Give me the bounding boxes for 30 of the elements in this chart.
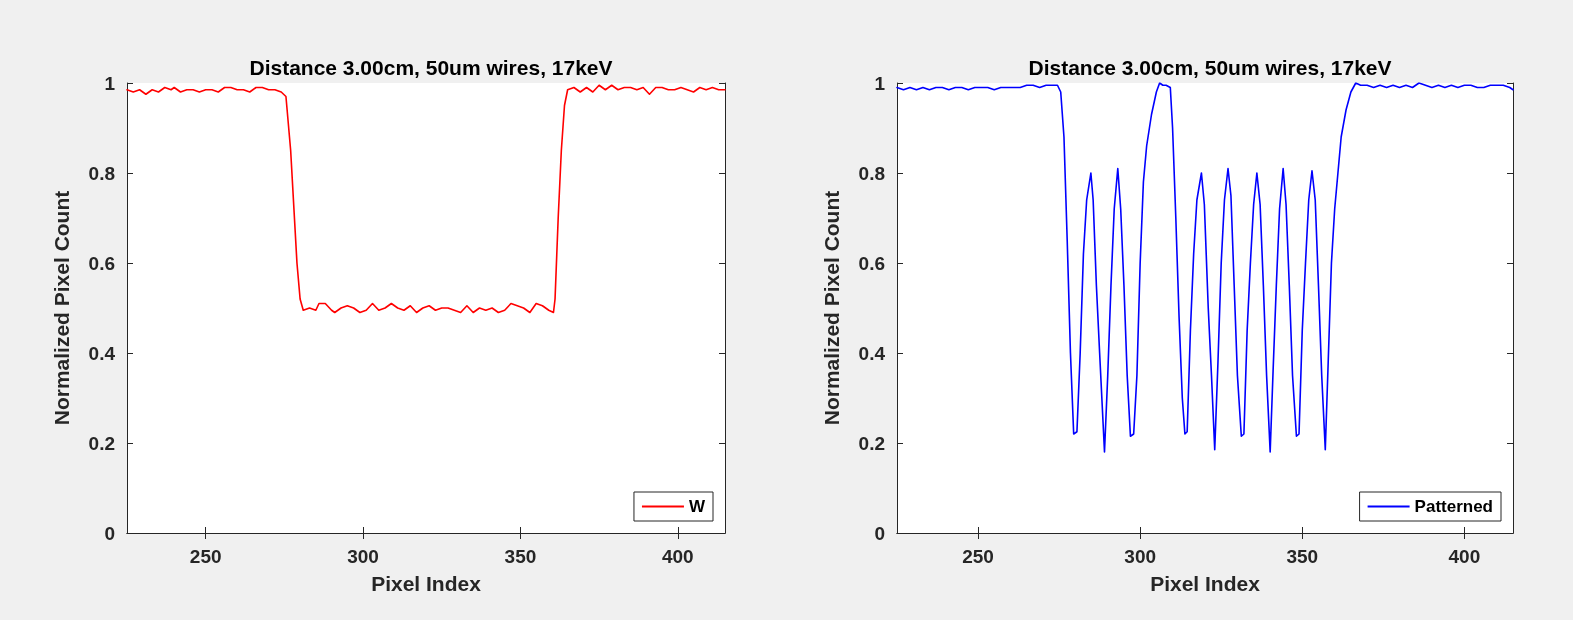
x-tick-label: 300: [347, 546, 379, 567]
y-tick-label: 0: [104, 522, 115, 544]
y-axis-title: Normalized Pixel Count: [820, 190, 843, 426]
y-tick-label: 1: [104, 72, 116, 94]
x-tick-label: 300: [1124, 546, 1157, 567]
line-series: [126, 84, 726, 314]
line-series: [896, 82, 1514, 453]
y-tick-label: 0.8: [858, 162, 885, 184]
y-tick-label: 0.6: [858, 252, 885, 274]
legend-label: Patterned: [1414, 497, 1494, 516]
y-tick-label: 0.4: [858, 342, 886, 364]
y-tick-label: 0.6: [88, 252, 115, 274]
y-axis-title: Normalized Pixel Count: [50, 190, 73, 426]
y-tick-label: 1: [874, 72, 886, 94]
x-tick-label: 350: [504, 546, 537, 567]
x-tick-label: 350: [1286, 546, 1319, 567]
y-tick-label: 0: [874, 522, 885, 544]
y-tick-label: 0.8: [88, 162, 115, 184]
x-tick-label: 400: [1448, 546, 1481, 567]
x-tick-label: 250: [962, 546, 994, 567]
x-tick-label: 400: [661, 546, 694, 567]
y-tick-label: 0.4: [88, 342, 116, 364]
chart-title: Distance 3.00cm, 50um wires, 17keV: [1028, 56, 1392, 79]
x-axis-title: Pixel Index: [371, 572, 482, 595]
y-tick-label: 0.2: [858, 432, 885, 454]
x-tick-label: 250: [189, 546, 222, 567]
x-axis-title: Pixel Index: [1150, 572, 1261, 595]
y-tick-label: 0.2: [88, 432, 115, 454]
legend-label: W: [688, 497, 706, 516]
chart-title: Distance 3.00cm, 50um wires, 17keV: [249, 56, 613, 79]
